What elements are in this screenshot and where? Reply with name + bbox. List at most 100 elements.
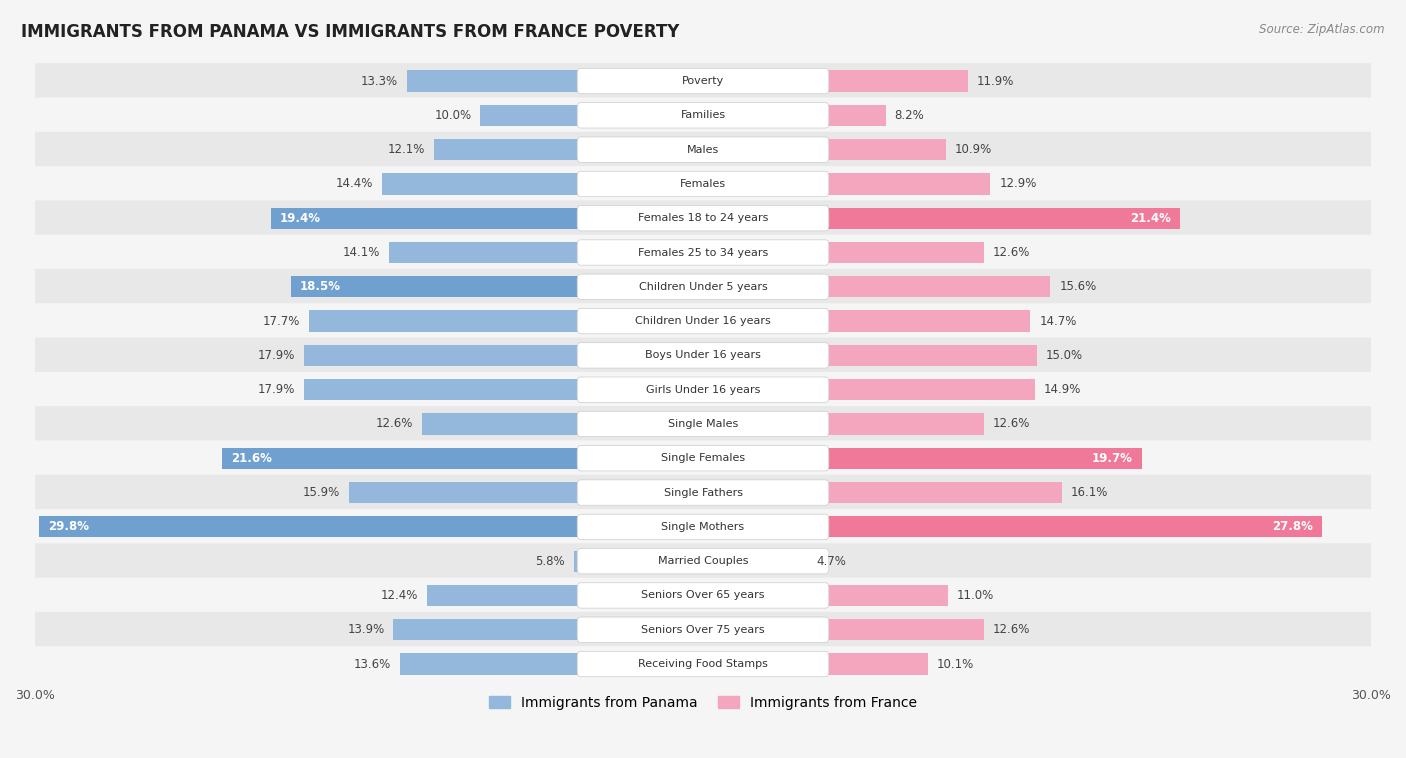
Text: Children Under 5 years: Children Under 5 years: [638, 282, 768, 292]
FancyBboxPatch shape: [578, 583, 828, 608]
Bar: [401, 653, 703, 675]
FancyBboxPatch shape: [35, 406, 1371, 442]
Text: 12.6%: 12.6%: [993, 418, 1029, 431]
FancyBboxPatch shape: [35, 166, 1371, 202]
FancyBboxPatch shape: [578, 549, 828, 574]
Text: 21.4%: 21.4%: [1130, 211, 1171, 224]
Bar: [703, 550, 807, 572]
Bar: [703, 379, 1035, 400]
Bar: [271, 208, 703, 229]
Bar: [703, 242, 984, 263]
Text: 19.4%: 19.4%: [280, 211, 321, 224]
Bar: [481, 105, 703, 126]
Bar: [309, 311, 703, 332]
Bar: [703, 276, 1050, 297]
Text: 15.6%: 15.6%: [1059, 280, 1097, 293]
Text: 10.9%: 10.9%: [955, 143, 991, 156]
FancyBboxPatch shape: [578, 102, 828, 128]
FancyBboxPatch shape: [35, 235, 1371, 271]
FancyBboxPatch shape: [578, 205, 828, 231]
FancyBboxPatch shape: [578, 377, 828, 402]
Bar: [703, 139, 946, 160]
Text: 12.4%: 12.4%: [381, 589, 418, 602]
FancyBboxPatch shape: [35, 647, 1371, 682]
Text: Poverty: Poverty: [682, 76, 724, 86]
Text: Married Couples: Married Couples: [658, 556, 748, 566]
Text: Females: Females: [681, 179, 725, 189]
Text: Girls Under 16 years: Girls Under 16 years: [645, 385, 761, 395]
FancyBboxPatch shape: [35, 98, 1371, 133]
FancyBboxPatch shape: [578, 343, 828, 368]
FancyBboxPatch shape: [578, 514, 828, 540]
Text: Source: ZipAtlas.com: Source: ZipAtlas.com: [1260, 23, 1385, 36]
FancyBboxPatch shape: [578, 412, 828, 437]
Text: Single Fathers: Single Fathers: [664, 487, 742, 497]
Text: 15.0%: 15.0%: [1046, 349, 1083, 362]
Bar: [703, 653, 928, 675]
Text: 11.0%: 11.0%: [957, 589, 994, 602]
Text: 14.9%: 14.9%: [1043, 384, 1081, 396]
Text: 14.4%: 14.4%: [336, 177, 374, 190]
Text: 5.8%: 5.8%: [536, 555, 565, 568]
FancyBboxPatch shape: [578, 137, 828, 162]
Text: Single Females: Single Females: [661, 453, 745, 463]
FancyBboxPatch shape: [578, 240, 828, 265]
Text: 8.2%: 8.2%: [894, 109, 924, 122]
Text: 14.1%: 14.1%: [343, 246, 380, 259]
FancyBboxPatch shape: [35, 578, 1371, 613]
FancyBboxPatch shape: [578, 446, 828, 471]
Text: 13.3%: 13.3%: [361, 74, 398, 88]
FancyBboxPatch shape: [35, 475, 1371, 510]
FancyBboxPatch shape: [35, 200, 1371, 236]
Text: 17.9%: 17.9%: [259, 349, 295, 362]
Text: Single Males: Single Males: [668, 419, 738, 429]
Text: 21.6%: 21.6%: [231, 452, 271, 465]
Bar: [703, 413, 984, 434]
Bar: [703, 516, 1322, 537]
Text: 18.5%: 18.5%: [299, 280, 340, 293]
Bar: [304, 379, 703, 400]
FancyBboxPatch shape: [578, 651, 828, 677]
Text: Males: Males: [688, 145, 718, 155]
Text: 12.6%: 12.6%: [377, 418, 413, 431]
Text: 19.7%: 19.7%: [1092, 452, 1133, 465]
Bar: [389, 242, 703, 263]
FancyBboxPatch shape: [35, 612, 1371, 647]
Bar: [703, 105, 886, 126]
Text: 17.7%: 17.7%: [263, 315, 299, 327]
Text: 27.8%: 27.8%: [1272, 520, 1313, 534]
Bar: [703, 208, 1180, 229]
Bar: [291, 276, 703, 297]
Text: Seniors Over 65 years: Seniors Over 65 years: [641, 590, 765, 600]
Bar: [394, 619, 703, 641]
FancyBboxPatch shape: [35, 543, 1371, 579]
Bar: [222, 448, 703, 469]
Bar: [703, 311, 1031, 332]
Bar: [574, 550, 703, 572]
Text: 13.6%: 13.6%: [354, 657, 391, 671]
Text: IMMIGRANTS FROM PANAMA VS IMMIGRANTS FROM FRANCE POVERTY: IMMIGRANTS FROM PANAMA VS IMMIGRANTS FRO…: [21, 23, 679, 41]
Bar: [433, 139, 703, 160]
Text: 10.1%: 10.1%: [936, 657, 974, 671]
FancyBboxPatch shape: [578, 480, 828, 506]
Text: 12.6%: 12.6%: [993, 246, 1029, 259]
Text: 10.0%: 10.0%: [434, 109, 471, 122]
FancyBboxPatch shape: [578, 617, 828, 643]
Text: 12.1%: 12.1%: [387, 143, 425, 156]
FancyBboxPatch shape: [35, 132, 1371, 168]
Text: Boys Under 16 years: Boys Under 16 years: [645, 350, 761, 360]
Bar: [703, 174, 990, 195]
Bar: [703, 619, 984, 641]
Bar: [349, 482, 703, 503]
FancyBboxPatch shape: [578, 274, 828, 299]
Text: 11.9%: 11.9%: [977, 74, 1014, 88]
FancyBboxPatch shape: [578, 309, 828, 334]
Text: 14.7%: 14.7%: [1039, 315, 1077, 327]
Bar: [703, 345, 1038, 366]
Bar: [382, 174, 703, 195]
Bar: [422, 413, 703, 434]
FancyBboxPatch shape: [35, 509, 1371, 545]
Text: Families: Families: [681, 111, 725, 121]
Text: Females 25 to 34 years: Females 25 to 34 years: [638, 248, 768, 258]
Text: 12.9%: 12.9%: [1000, 177, 1036, 190]
